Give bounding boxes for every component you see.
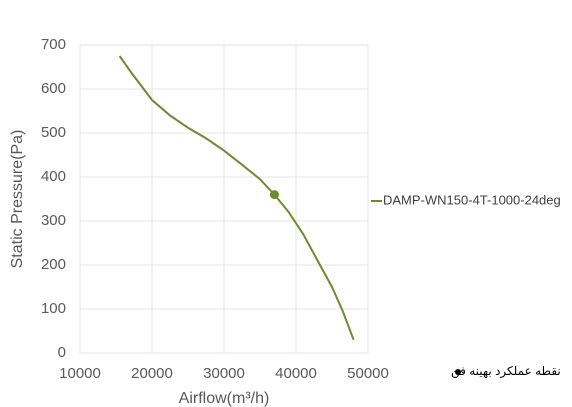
x-tick-label: 40000	[275, 365, 317, 382]
legend-marker	[455, 369, 461, 375]
legend-label: DAMP-WN150-4T-1000-24deg	[383, 192, 561, 207]
y-axis-label: Static Pressure(Pa)	[9, 130, 26, 269]
y-tick-label: 500	[41, 124, 66, 141]
x-axis-label: Airflow(m³/h)	[179, 390, 270, 407]
series-line	[118, 55, 355, 341]
x-tick-label: 20000	[131, 365, 173, 382]
y-tick-label: 300	[41, 212, 66, 229]
y-tick-label: 100	[41, 300, 66, 317]
y-tick-label: 700	[41, 36, 66, 53]
legend-label: نقطه عملکرد بهینه فن	[451, 364, 561, 379]
operating-point	[269, 190, 279, 200]
y-tick-label: 600	[41, 80, 66, 97]
x-tick-label: 50000	[347, 365, 389, 382]
x-tick-label: 30000	[203, 365, 245, 382]
y-tick-label: 400	[41, 168, 66, 185]
y-tick-label: 200	[41, 256, 66, 273]
x-tick-label: 10000	[59, 365, 101, 382]
y-tick-label: 0	[58, 344, 66, 361]
